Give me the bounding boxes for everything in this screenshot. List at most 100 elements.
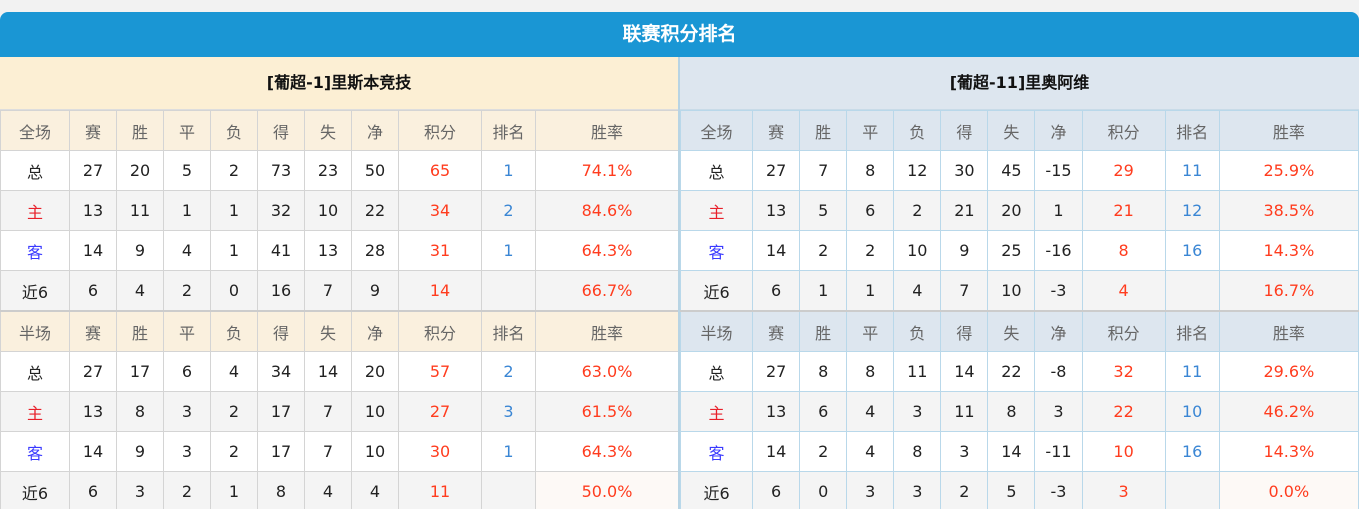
cell-goals-for: 9 [940, 230, 989, 271]
cell-goals-for: 17 [257, 391, 305, 432]
cell-goal-diff: 22 [351, 190, 399, 231]
cell-split: 客 [679, 230, 754, 271]
cell-drawn: 8 [846, 150, 895, 191]
cell-goals-for: 11 [940, 391, 989, 432]
cell-lost: 11 [893, 351, 942, 392]
cell-won: 17 [116, 351, 164, 392]
cell-split: 客 [0, 230, 70, 271]
cell-drawn: 2 [846, 230, 895, 271]
cell-goals-against: 25 [987, 230, 1036, 271]
cell-rank [481, 471, 536, 509]
table-row: 主 13 5 6 2 21 20 1 21 12 38.5% [679, 190, 1359, 231]
cell-goals-for: 21 [940, 190, 989, 231]
cell-rank: 1 [481, 230, 536, 271]
standings-table: 全场赛胜平负得失净积分 排名 胜率总 27 20 5 2 73 23 50 65 1 74.1% 主 13 1… [0, 110, 679, 509]
cell-points: 8 [1081, 230, 1166, 271]
column-header-points: 积分 [398, 310, 482, 352]
cell-played: 27 [69, 150, 117, 191]
cell-lost: 4 [893, 270, 942, 312]
cell-lost: 1 [210, 471, 258, 509]
table-row: 总 27 17 6 4 34 14 20 57 2 63.0% [0, 351, 679, 392]
table-row: 主 13 11 1 1 32 10 22 34 2 84.6% [0, 190, 679, 231]
cell-goals-against: 14 [987, 431, 1036, 472]
cell-goals-against: 7 [304, 270, 352, 312]
column-header-won: 胜 [799, 310, 848, 352]
table-row: 近6 6 1 1 4 7 10 -3 4 16.7% [679, 270, 1359, 312]
cell-points: 30 [398, 431, 482, 472]
standings-table: 全场赛胜平负得失净积分 排名 胜率总 27 7 8 12 30 45 -15 29 11 25.9% 主 1… [679, 110, 1359, 509]
cell-points: 11 [398, 471, 482, 509]
table-row: 总 27 20 5 2 73 23 50 65 1 74.1% [0, 150, 679, 191]
cell-goal-diff: -16 [1034, 230, 1083, 271]
cell-lost: 1 [210, 190, 258, 231]
column-header-goals-for: 得 [940, 110, 989, 151]
column-header-goal-diff: 净 [1034, 110, 1083, 151]
away-team-standings: [葡超-11]里奥阿维 全场赛胜平负得失净积分 排名 胜率总 27 7 8 12 30 45 -1… [678, 57, 1359, 509]
cell-win-rate: 14.3% [1218, 431, 1359, 472]
cell-split: 主 [679, 190, 754, 231]
cell-won: 6 [799, 391, 848, 432]
cell-goals-for: 73 [257, 150, 305, 191]
column-header-played: 赛 [752, 310, 801, 352]
panel-title: 联赛积分排名 [0, 12, 1359, 57]
cell-win-rate: 46.2% [1218, 391, 1359, 432]
cell-drawn: 4 [846, 391, 895, 432]
cell-split: 主 [679, 391, 754, 432]
cell-lost: 2 [210, 431, 258, 472]
cell-points: 34 [398, 190, 482, 231]
cell-split: 总 [0, 150, 70, 191]
cell-rank [1164, 270, 1220, 312]
cell-lost: 2 [893, 190, 942, 231]
cell-won: 3 [116, 471, 164, 509]
table-row: 主 13 6 4 3 11 8 3 22 10 46.2% [679, 391, 1359, 432]
cell-played: 6 [752, 471, 801, 509]
cell-goal-diff: 3 [1034, 391, 1083, 432]
cell-goals-against: 8 [987, 391, 1036, 432]
cell-win-rate: 64.3% [535, 431, 679, 472]
column-header-goal-diff: 净 [351, 110, 399, 151]
cell-goals-against: 20 [987, 190, 1036, 231]
column-header-played: 赛 [69, 310, 117, 352]
cell-goals-against: 13 [304, 230, 352, 271]
cell-lost: 3 [893, 391, 942, 432]
cell-won: 5 [799, 190, 848, 231]
cell-goal-diff: -3 [1034, 270, 1083, 312]
cell-won: 7 [799, 150, 848, 191]
cell-goals-against: 22 [987, 351, 1036, 392]
cell-points: 14 [398, 270, 482, 312]
cell-split: 总 [0, 351, 70, 392]
table-row: 总 27 7 8 12 30 45 -15 29 11 25.9% [679, 150, 1359, 191]
cell-drawn: 6 [846, 190, 895, 231]
cell-win-rate: 66.7% [535, 270, 679, 312]
cell-rank [481, 270, 536, 312]
cell-played: 27 [69, 351, 117, 392]
column-header-drawn: 平 [846, 310, 895, 352]
column-header-played: 赛 [752, 110, 801, 151]
cell-played: 6 [69, 471, 117, 509]
cell-drawn: 4 [846, 431, 895, 472]
column-header-goal-diff: 净 [351, 310, 399, 352]
cell-drawn: 3 [163, 431, 211, 472]
column-header-goals-against: 失 [304, 310, 352, 352]
cell-split: 客 [0, 431, 70, 472]
cell-points: 3 [1081, 471, 1166, 509]
cell-split: 近6 [679, 471, 754, 509]
cell-drawn: 5 [163, 150, 211, 191]
cell-split: 主 [0, 190, 70, 231]
cell-goals-for: 8 [257, 471, 305, 509]
cell-rank: 1 [481, 150, 536, 191]
cell-played: 6 [69, 270, 117, 312]
column-header-split: 半场 [679, 310, 754, 352]
cell-played: 14 [752, 431, 801, 472]
full-header-row: 全场赛胜平负得失净积分 排名 胜率 [679, 110, 1359, 151]
team-name: [葡超-11]里奥阿维 [680, 57, 1359, 110]
cell-win-rate: 29.6% [1218, 351, 1359, 392]
column-header-won: 胜 [116, 110, 164, 151]
cell-points: 22 [1081, 391, 1166, 432]
column-header-lost: 负 [210, 310, 258, 352]
cell-drawn: 2 [163, 471, 211, 509]
cell-lost: 0 [210, 270, 258, 312]
column-header-goal-diff: 净 [1034, 310, 1083, 352]
cell-lost: 10 [893, 230, 942, 271]
cell-lost: 3 [893, 471, 942, 509]
